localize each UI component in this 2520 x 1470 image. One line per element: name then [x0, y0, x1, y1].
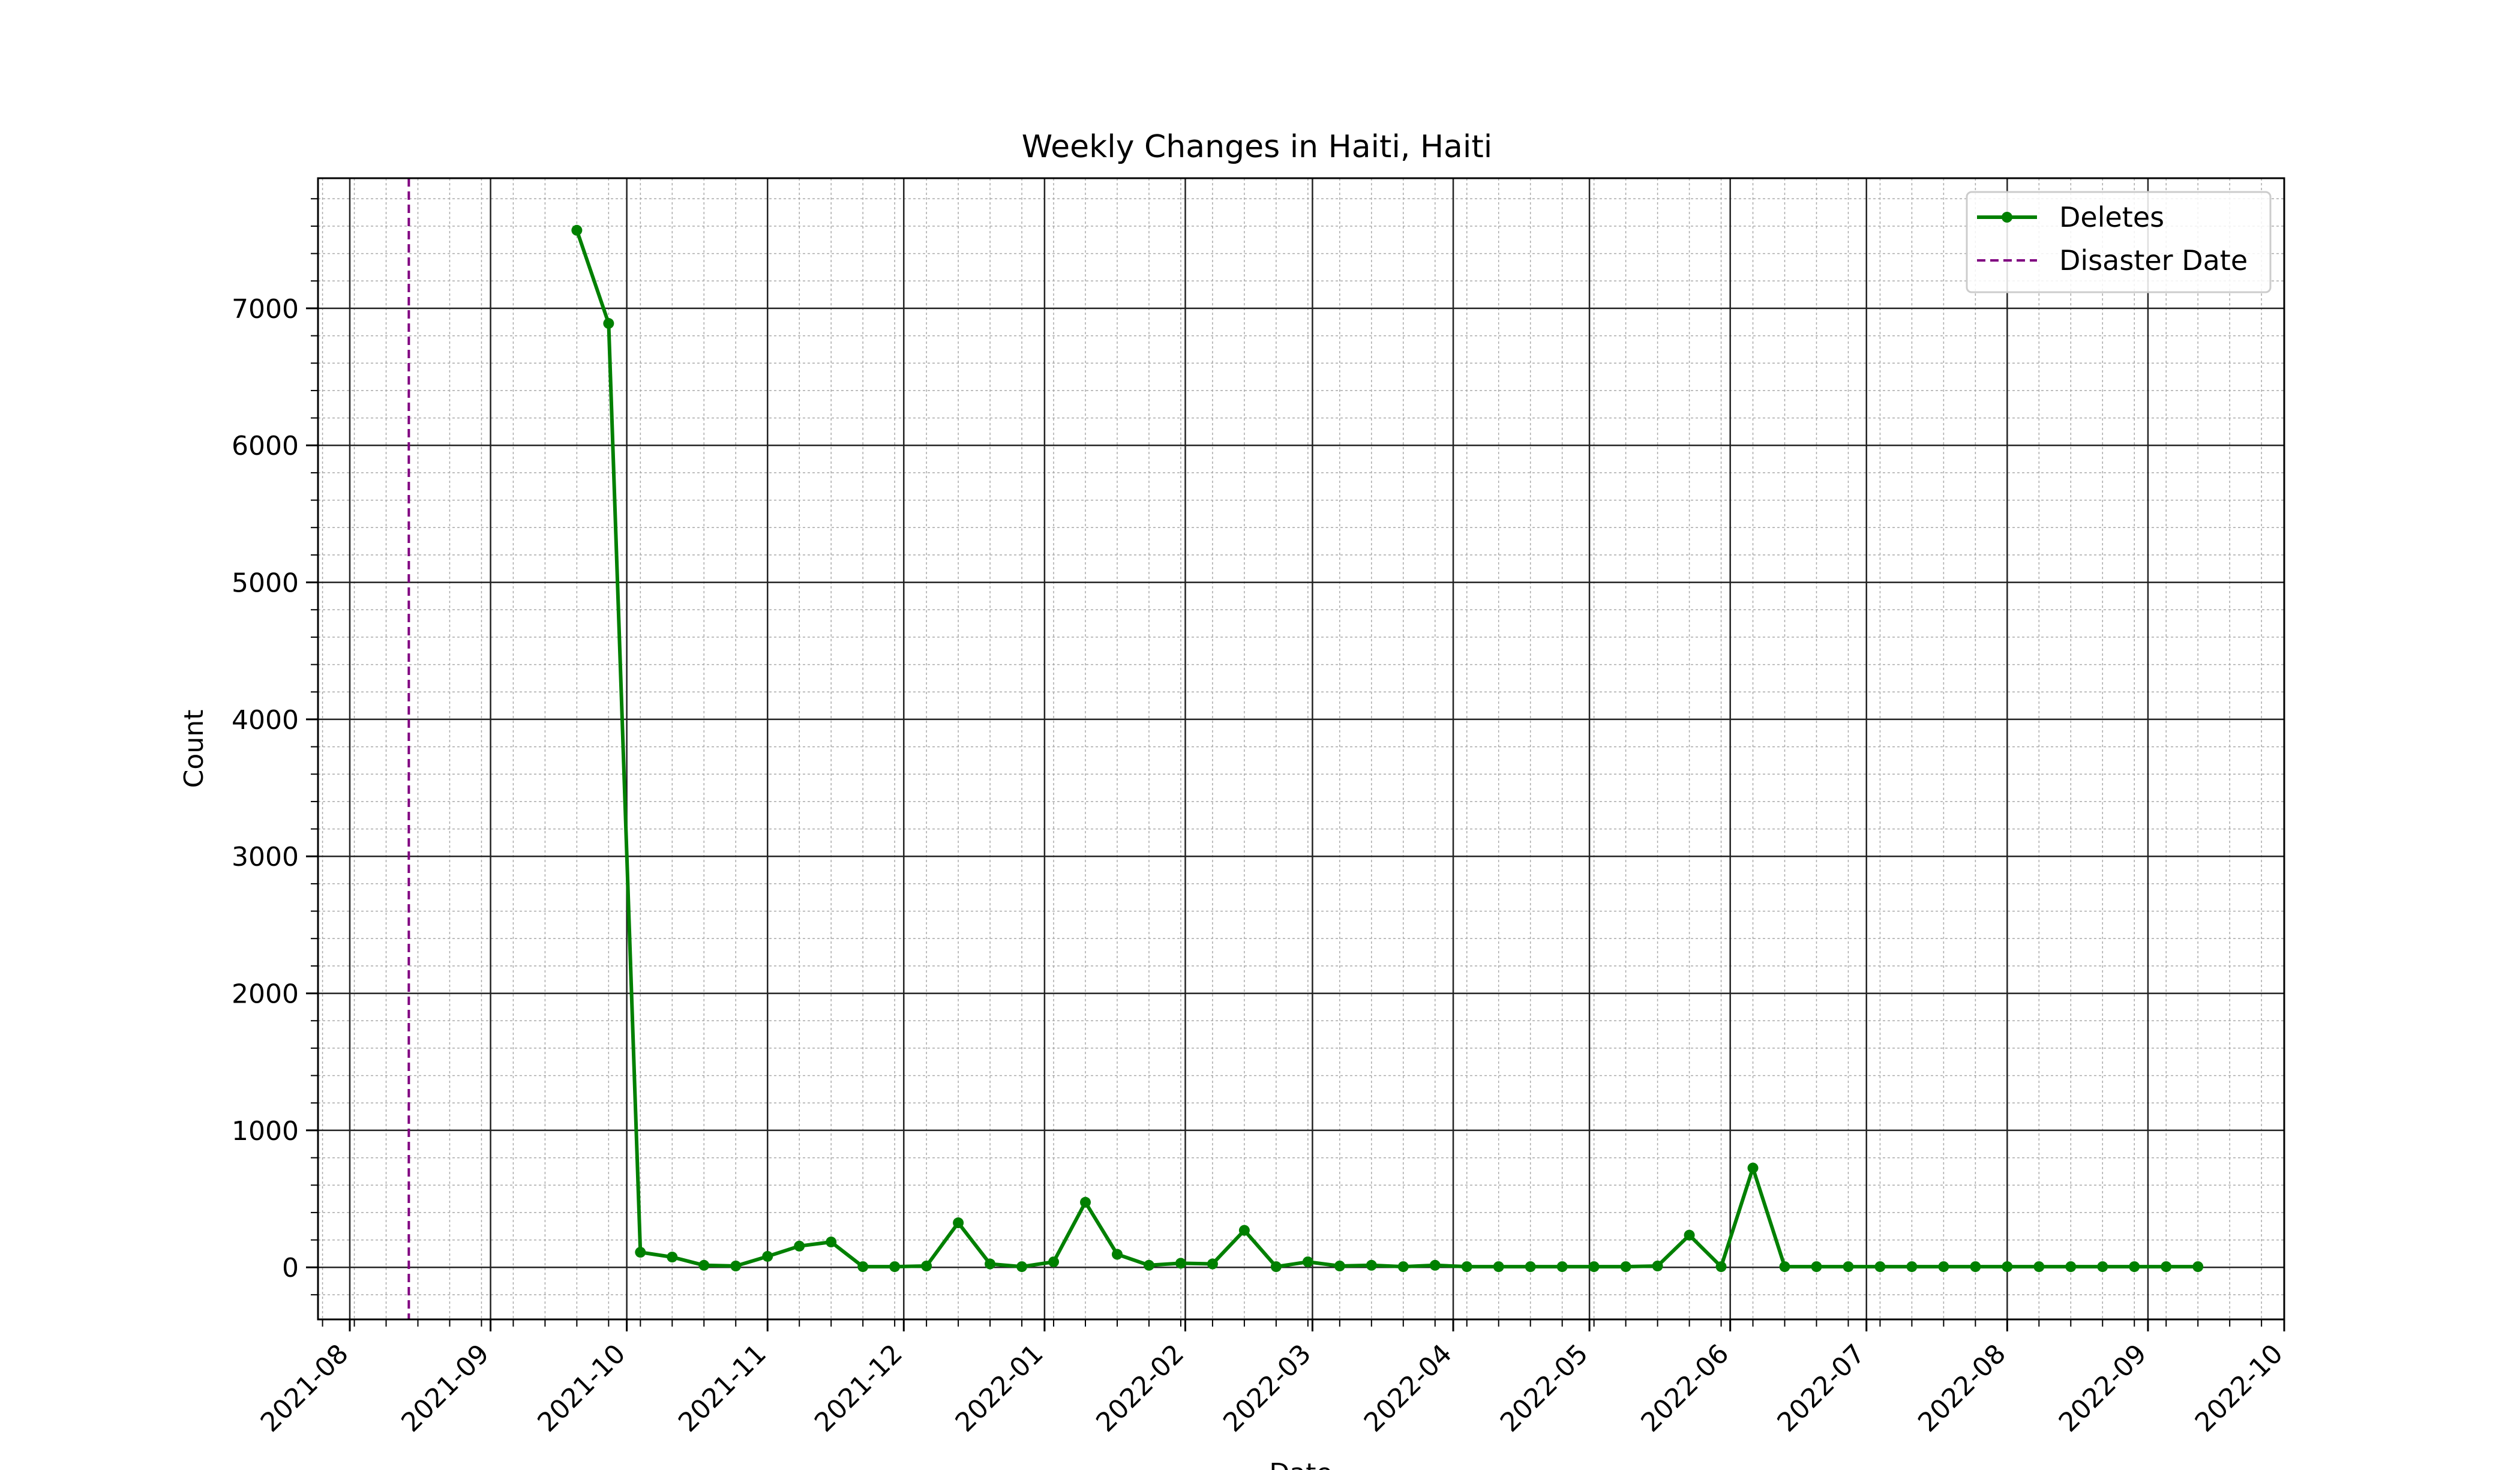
deletes-point [1938, 1261, 1949, 1273]
minor-grid [318, 178, 2284, 1319]
deletes-point [1906, 1261, 1918, 1273]
deletes-point [603, 318, 614, 329]
y-tick-label: 6000 [232, 431, 299, 461]
deletes-point [1556, 1261, 1568, 1273]
y-tick-label: 3000 [232, 842, 299, 872]
deletes-point [1429, 1259, 1441, 1271]
legend-box [1966, 191, 2272, 293]
deletes-point [2161, 1261, 2172, 1273]
deletes-point [2033, 1261, 2045, 1273]
deletes-series-line [575, 229, 2198, 1269]
deletes-point [1048, 1256, 1060, 1268]
deletes-point [857, 1261, 869, 1273]
deletes-point [826, 1236, 837, 1247]
axis-ticks [306, 198, 2285, 1331]
legend-marker-deletes [2002, 212, 2012, 223]
deletes-point [1080, 1196, 1091, 1208]
deletes-point [921, 1260, 932, 1271]
deletes-point [571, 224, 583, 236]
deletes-point [953, 1217, 964, 1229]
deletes-point [1747, 1162, 1759, 1174]
deletes-point [1715, 1261, 1727, 1273]
deletes-point [1779, 1261, 1790, 1273]
deletes-point [698, 1259, 710, 1271]
x-axis-label: Date [1269, 1458, 1332, 1470]
deletes-point [635, 1247, 646, 1258]
deletes-point [889, 1261, 901, 1273]
y-tick-label: 5000 [232, 568, 299, 599]
deletes-point [1302, 1256, 1313, 1268]
deletes-point [1111, 1249, 1123, 1260]
deletes-point [1461, 1261, 1472, 1273]
deletes-point [2129, 1261, 2140, 1273]
deletes-point [1366, 1259, 1377, 1271]
y-tick-label: 2000 [232, 979, 299, 1010]
y-tick-label: 7000 [232, 294, 299, 325]
legend: Deletes Disaster Date [1966, 191, 2272, 293]
deletes-point [1238, 1225, 1250, 1236]
deletes-point [667, 1252, 678, 1263]
deletes-point [730, 1260, 742, 1271]
deletes-point [1970, 1261, 1981, 1273]
deletes-point [2192, 1261, 2204, 1273]
legend-label-disaster-date: Disaster Date [2059, 244, 2248, 277]
deletes-point [2065, 1261, 2077, 1273]
deletes-point [2097, 1261, 2108, 1273]
deletes-point [1175, 1258, 1186, 1269]
deletes-point [762, 1250, 773, 1262]
plot-frame [317, 177, 2285, 1321]
chart-title: Weekly Changes in Haiti, Haiti [1022, 129, 1492, 165]
deletes-point [1525, 1261, 1536, 1273]
y-tick-label: 4000 [232, 705, 299, 736]
deletes-point [1493, 1261, 1504, 1273]
deletes-point [2002, 1261, 2013, 1273]
deletes-point [1874, 1261, 1886, 1273]
deletes-point [1588, 1261, 1600, 1273]
deletes-point [1811, 1261, 1822, 1273]
series-group [571, 224, 2204, 1273]
deletes-point [985, 1258, 996, 1270]
y-tick-label: 1000 [232, 1116, 299, 1147]
deletes-point [1843, 1261, 1854, 1273]
deletes-point [1684, 1229, 1695, 1241]
deletes-point [794, 1240, 805, 1252]
y-tick-labels: 0 1000 2000 3000 4000 5000 6000 7000 [232, 294, 299, 1283]
deletes-point [1207, 1258, 1218, 1270]
deletes-point [1270, 1261, 1282, 1273]
deletes-point [1016, 1261, 1028, 1273]
y-axis-label: Count [179, 710, 209, 788]
deletes-point [1143, 1259, 1154, 1271]
deletes-point [1334, 1260, 1345, 1271]
deletes-point [1652, 1260, 1663, 1271]
deletes-point [1620, 1261, 1631, 1273]
y-tick-label: 0 [282, 1253, 299, 1283]
legend-label-deletes: Deletes [2059, 201, 2164, 233]
deletes-point [1397, 1261, 1409, 1273]
